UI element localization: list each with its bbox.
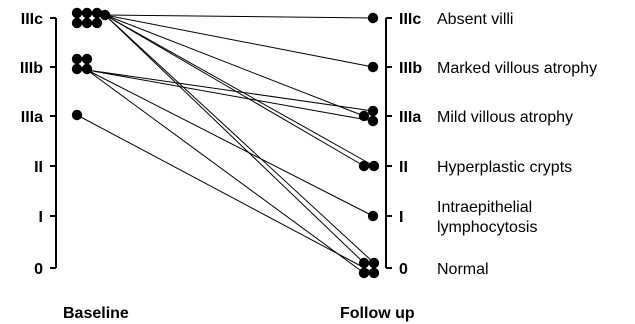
- baseline-point-IIIa-1: [71, 109, 83, 121]
- baseline-tick-label-IIIc: IIIc: [21, 11, 43, 28]
- baseline-point-IIIc-3: [91, 7, 103, 19]
- followup-point-IIIa-2: [367, 105, 379, 117]
- link-IIIc-to-IIIa-3: [104, 14, 365, 117]
- baseline-tick-label-I: I: [39, 209, 43, 226]
- followup-point-0-3: [358, 267, 370, 279]
- baseline-point-IIIc-1: [71, 7, 83, 19]
- baseline-point-IIIb-1: [71, 53, 83, 65]
- baseline-point-IIIb-2: [81, 53, 93, 65]
- baseline-point-IIIc-5: [71, 17, 83, 29]
- followup-point-0-2: [368, 257, 380, 269]
- followup-tick-label-IIIa: IIIa: [399, 109, 421, 126]
- baseline-tick-label-0: 0: [34, 261, 43, 278]
- grade-description-II: Hyperplastic crypts: [437, 159, 572, 176]
- link-IIIc-to-0-6: [104, 14, 365, 264]
- link-IIIc-to-II-5: [104, 14, 375, 167]
- grade-description-IIIa: Mild villous atrophy: [437, 109, 573, 126]
- followup-point-0-4: [368, 267, 380, 279]
- link-IIIb-to-IIIa-8: [86, 69, 374, 112]
- followup-axis-title: Follow up: [340, 305, 415, 322]
- baseline-tick-label-II: II: [34, 159, 43, 176]
- link-IIIc-to-IIIb-2: [104, 14, 374, 68]
- grade-description-I-line-2: lymphocytosis: [437, 219, 537, 236]
- link-IIIb-to-I-10: [86, 69, 374, 217]
- baseline-tick-label-IIIa: IIIa: [21, 109, 43, 126]
- baseline-point-IIIc-7: [91, 17, 103, 29]
- link-IIIb-to-IIIa-9: [86, 69, 374, 122]
- baseline-point-IIIc-6: [81, 17, 93, 29]
- labels: 0IIIIIIaIIIbIIIc0IIIIIIaIIIbIIIcNormalIn…: [20, 11, 597, 322]
- baseline-axis-title: Baseline: [63, 305, 129, 322]
- followup-point-IIIa-3: [367, 115, 379, 127]
- link-IIIc-to-IIIc-1: [104, 14, 374, 19]
- followup-point-I-1: [367, 210, 379, 222]
- followup-point-0-1: [358, 257, 370, 269]
- grade-description-0: Normal: [437, 261, 489, 278]
- followup-point-II-2: [368, 160, 380, 172]
- followup-point-IIIc-1: [367, 12, 379, 24]
- link-IIIb-to-0-11: [86, 69, 365, 274]
- followup-tick-label-IIIb: IIIb: [399, 60, 422, 77]
- followup-tick-label-II: II: [399, 159, 408, 176]
- followup-tick-label-I: I: [399, 209, 403, 226]
- baseline-tick-label-IIIb: IIIb: [20, 60, 43, 77]
- followup-tick-label-0: 0: [399, 261, 408, 278]
- baseline-point-IIIc-4: [99, 9, 111, 21]
- axes: [50, 17, 392, 269]
- followup-point-IIIa-1: [358, 110, 370, 122]
- baseline-point-IIIb-4: [81, 63, 93, 75]
- connection-lines: [76, 14, 375, 274]
- baseline-point-IIIb-3: [71, 63, 83, 75]
- grade-description-I-line-1: Intraepithelial: [437, 199, 532, 216]
- grade-description-IIIc: Absent villi: [437, 11, 513, 28]
- followup-point-IIIb-1: [367, 61, 379, 73]
- link-IIIa-to-0-12: [76, 114, 375, 274]
- data-points: [71, 7, 380, 279]
- link-IIIc-to-II-4: [104, 14, 365, 167]
- baseline-point-IIIc-2: [81, 7, 93, 19]
- followup-point-II-1: [358, 160, 370, 172]
- grade-description-IIIb: Marked villous atrophy: [437, 60, 597, 77]
- followup-tick-label-IIIc: IIIc: [399, 11, 421, 28]
- link-IIIc-to-0-7: [104, 14, 375, 264]
